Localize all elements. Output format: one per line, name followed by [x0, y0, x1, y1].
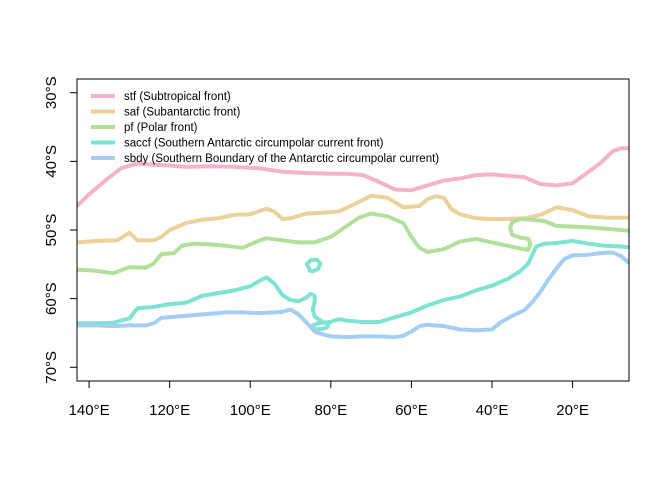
legend-label: pf (Polar front) — [124, 122, 198, 134]
legend-label: saccf (Southern Antarctic circumpolar cu… — [124, 138, 384, 150]
legend-label: saf (Subantarctic front) — [124, 107, 240, 119]
y-tick-label: 30°S — [43, 76, 60, 109]
y-tick-label: 40°S — [43, 145, 60, 178]
series-line-stf — [77, 146, 629, 208]
legend-label: sbdy (Southern Boundary of the Antarctic… — [124, 153, 439, 165]
x-tick-label: 80°E — [314, 402, 347, 419]
series-line-pf — [77, 211, 629, 276]
legend-label: stf (Subtropical front) — [124, 91, 231, 103]
x-tick-label: 100°E — [230, 402, 271, 419]
legend: stf (Subtropical front) saf (Subantarctic… — [91, 91, 439, 165]
x-tick-label: 60°E — [395, 402, 428, 419]
y-tick-label: 60°S — [43, 282, 60, 315]
y-tick-label: 50°S — [43, 214, 60, 247]
x-tick-label: 20°E — [556, 402, 589, 419]
series-line-saccf — [77, 239, 629, 332]
series-line-saccf-loop — [304, 257, 323, 274]
series-line-sbdy — [77, 250, 629, 340]
series-line-saf — [77, 193, 629, 245]
series-layer — [77, 146, 629, 340]
y-axis: 30°S 40°S 50°S 60°S 70°S — [43, 76, 77, 384]
y-tick-label: 70°S — [43, 351, 60, 384]
x-axis: 140°E 120°E 100°E 80°E 60°E 40°E 20°E — [69, 381, 589, 419]
x-tick-label: 40°E — [476, 402, 509, 419]
x-tick-label: 140°E — [69, 402, 110, 419]
x-tick-label: 120°E — [149, 402, 190, 419]
